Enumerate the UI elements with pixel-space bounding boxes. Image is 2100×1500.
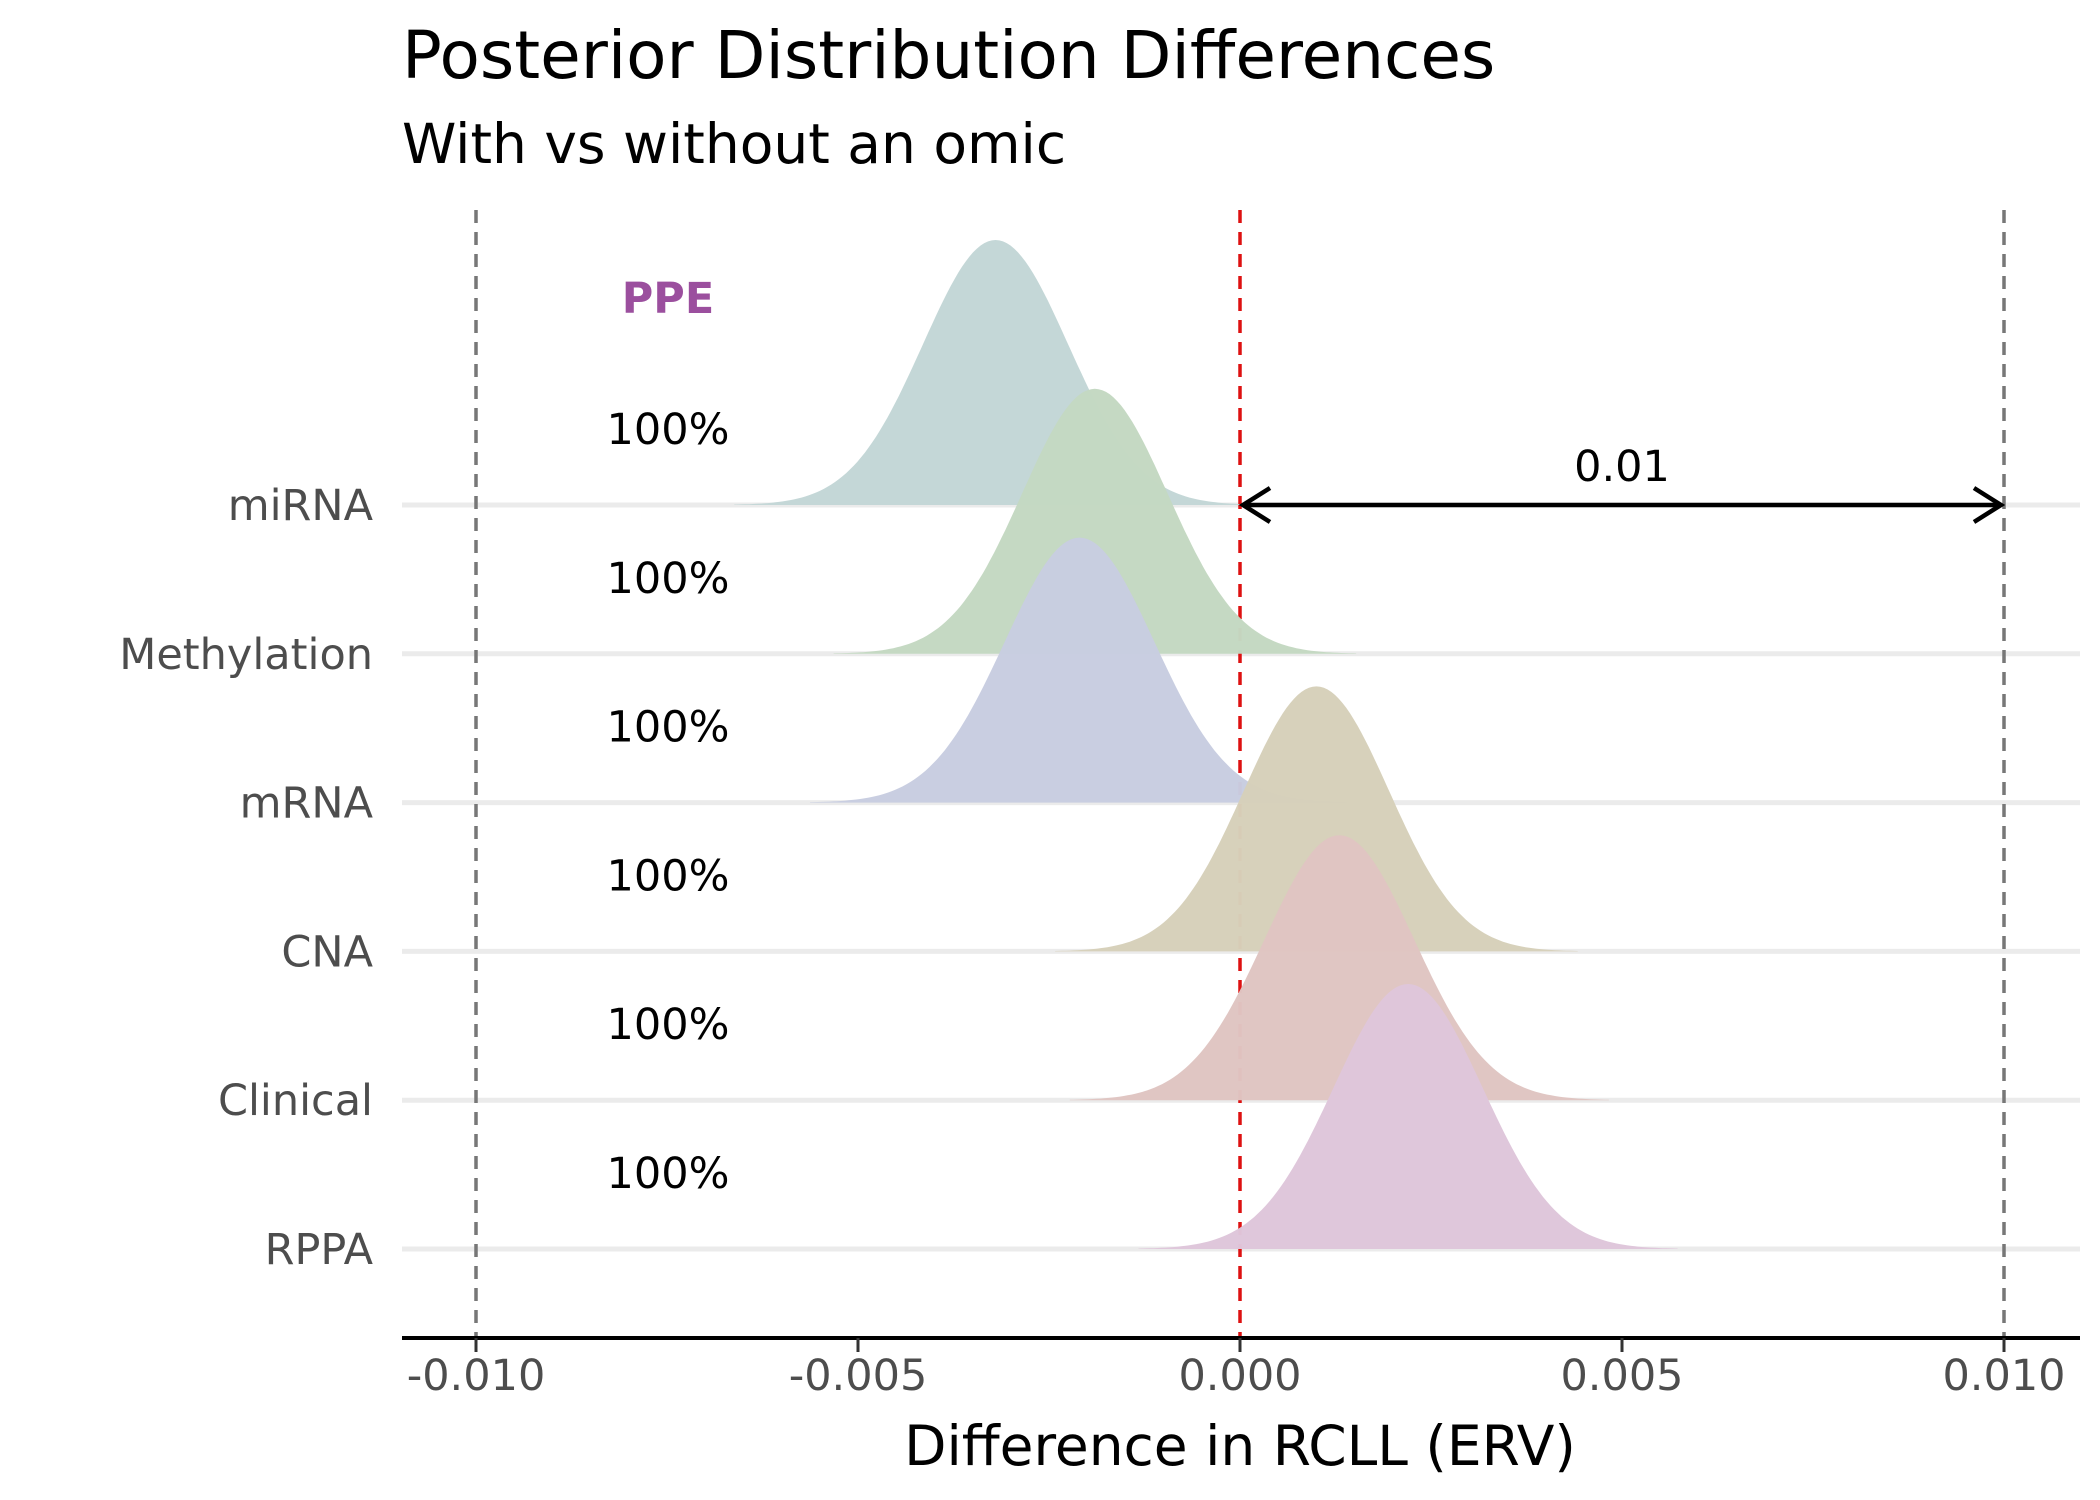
x-tick-label: 0.010 [1942,1351,2065,1401]
ridge-mirna [734,240,1257,505]
ridge-methylation [833,388,1357,654]
ppe-value-clinical: 100% [607,1000,730,1050]
ppe-value-mirna: 100% [607,405,730,455]
y-label-methylation: Methylation [119,630,373,680]
y-label-mrna: mRNA [240,779,374,829]
ppe-value-cna: 100% [607,851,730,901]
ridge-cna [1055,686,1578,952]
ridge-clinical [1069,835,1609,1101]
y-label-cna: CNA [281,927,373,977]
ppe-header: PPE [622,274,714,324]
x-tick-label: -0.010 [407,1351,546,1401]
y-label-rppa: RPPA [265,1225,374,1275]
ppe-labels: PPE 100% 100% 100% 100% 100% 100% [607,274,730,1199]
chart-title: Posterior Distribution Differences [402,17,1495,94]
x-axis: -0.010 -0.005 0.000 0.005 0.010 [402,1336,2080,1401]
y-label-clinical: Clinical [218,1076,373,1126]
arrow-head-left [1238,486,1272,524]
x-tick-label: -0.005 [789,1351,928,1401]
arrow-head-right [1972,486,2006,524]
y-axis-labels: miRNA Methylation mRNA CNA Clinical RPPA [119,481,373,1275]
ppe-value-mrna: 100% [607,703,730,753]
x-axis-label: Difference in RCLL (ERV) [904,1414,1576,1478]
chart-subtitle: With vs without an omic [402,112,1066,176]
ridge-mrna [810,537,1350,803]
reference-lines [474,210,2006,1338]
arrow-label: 0.01 [1574,442,1670,492]
x-tick-label: 0.000 [1178,1351,1301,1401]
y-label-mirna: miRNA [228,481,374,531]
ridge-rppa [1138,984,1678,1249]
difference-annotation: 0.01 [1238,442,2006,524]
ppe-value-rppa: 100% [607,1149,730,1199]
x-tick-label: 0.005 [1560,1351,1683,1401]
density-ridges [734,240,1678,1249]
ppe-value-methylation: 100% [607,554,730,604]
